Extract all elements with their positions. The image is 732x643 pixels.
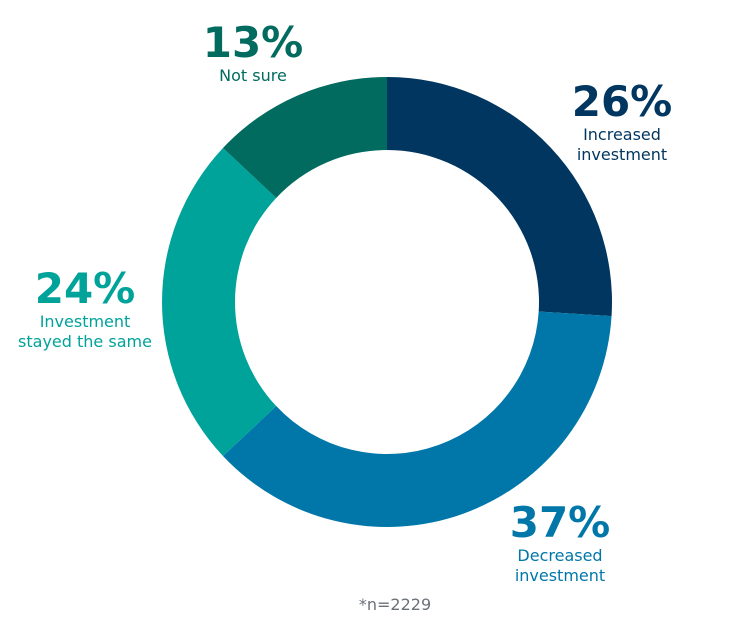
slice-same	[161, 147, 277, 457]
category-label-increased-line-1: Increased	[583, 125, 661, 144]
category-label-same-line-2: stayed the same	[18, 332, 152, 351]
sample-size-note: *n=2229	[359, 595, 431, 614]
category-label-not-sure-line-1: Not sure	[219, 66, 287, 85]
category-label-same-line-1: Investment	[40, 312, 131, 331]
donut-slices	[161, 77, 612, 528]
slice-increased	[387, 77, 612, 317]
value-label-same: 24%	[35, 264, 136, 313]
category-label-decreased-line-1: Decreased	[517, 546, 602, 565]
value-label-not-sure: 13%	[203, 18, 304, 67]
slice-not-sure	[222, 77, 387, 198]
category-label-increased-line-2: investment	[577, 145, 667, 164]
category-label-decreased-line-2: investment	[515, 566, 605, 585]
value-label-increased: 26%	[572, 77, 673, 126]
slice-labels: 26%Increasedinvestment37%Decreasedinvest…	[18, 18, 672, 585]
slice-decreased	[222, 311, 612, 528]
value-label-decreased: 37%	[510, 498, 611, 547]
